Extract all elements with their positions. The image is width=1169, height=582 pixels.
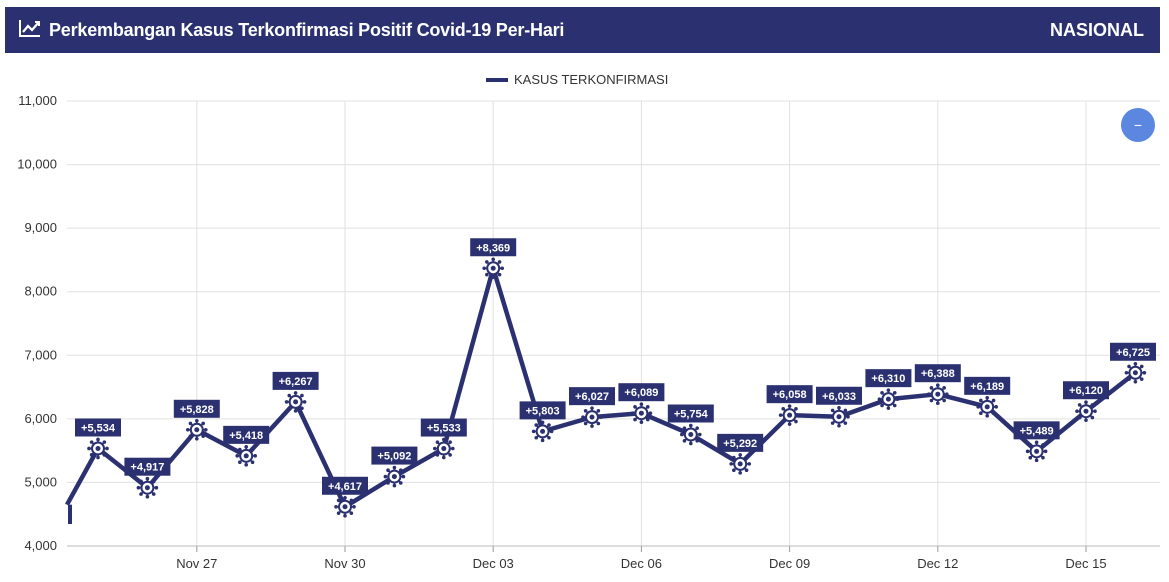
data-label-box — [667, 404, 714, 423]
data-label-box — [1063, 381, 1109, 400]
x-tick-label: Dec 12 — [917, 556, 958, 571]
line-chart: 4,000 5,000 6,000 7,000 8,000 9,000 10,000 11,0… — [17, 93, 1160, 571]
data-label: +4,917 — [130, 462, 164, 474]
virus-icon[interactable] — [87, 437, 109, 460]
data-label: +6,725 — [1116, 347, 1150, 359]
data-label: +6,267 — [279, 376, 313, 388]
x-tick-label: Dec 09 — [769, 556, 810, 571]
data-label-box — [914, 364, 961, 383]
data-label-box — [470, 238, 517, 257]
virus-icon[interactable] — [778, 404, 801, 426]
data-label: +5,533 — [427, 423, 461, 435]
virus-icon[interactable] — [1025, 440, 1048, 463]
data-label-box — [75, 418, 121, 437]
legend-swatch — [486, 77, 508, 82]
y-tick-label: 9,000 — [24, 220, 57, 235]
x-tick-label: Nov 27 — [176, 556, 217, 571]
virus-icon[interactable] — [186, 418, 208, 441]
region-label: NASIONAL — [1050, 19, 1144, 40]
data-label: +5,418 — [229, 430, 263, 442]
data-label: +5,534 — [81, 422, 116, 434]
data-label-box — [766, 385, 813, 404]
x-tick-label: Dec 06 — [621, 556, 662, 571]
data-label: +8,369 — [476, 242, 510, 254]
virus-icon[interactable] — [383, 465, 406, 488]
virus-icon[interactable] — [482, 257, 505, 280]
line-chart-icon — [19, 19, 41, 42]
data-label-box — [1110, 342, 1156, 361]
virus-icon[interactable] — [531, 420, 554, 443]
legend-label: KASUS TERKONFIRMASI — [514, 72, 669, 87]
chart-title: Perkembangan Kasus Terkonfirmasi Positif… — [49, 19, 565, 40]
virus-icon[interactable] — [433, 437, 455, 460]
data-label-box — [519, 401, 566, 420]
virus-icon[interactable] — [630, 402, 653, 424]
chart-legend[interactable]: KASUS TERKONFIRMASI — [486, 72, 668, 87]
data-label: +6,388 — [921, 368, 955, 380]
data-label: +6,089 — [624, 387, 658, 399]
virus-icon[interactable] — [136, 476, 159, 499]
data-label: +5,828 — [180, 404, 214, 416]
data-label-box — [173, 399, 220, 418]
virus-icon[interactable] — [976, 396, 998, 418]
data-label: +6,310 — [871, 373, 905, 385]
y-tick-label: 5,000 — [24, 474, 57, 489]
y-tick-label: 7,000 — [24, 347, 57, 362]
virus-icon[interactable] — [680, 423, 702, 446]
virus-icon[interactable] — [828, 405, 850, 428]
data-label-box — [1013, 421, 1060, 440]
virus-icon[interactable] — [581, 406, 603, 428]
data-label-box — [717, 433, 764, 452]
data-label-box — [223, 425, 270, 444]
virus-icon[interactable] — [1124, 361, 1147, 384]
zoom-out-button[interactable]: − — [1121, 108, 1155, 142]
x-tick-label: Nov 30 — [324, 556, 365, 571]
chart-area: 4,000 5,000 6,000 7,000 8,000 9,000 10,000 11,0… — [0, 60, 1169, 582]
y-tick-label: 4,000 — [24, 538, 57, 553]
data-label-box — [865, 369, 912, 388]
x-tick-label: Dec 15 — [1065, 556, 1106, 571]
y-tick-label: 6,000 — [24, 411, 57, 426]
data-label-box — [420, 418, 467, 437]
data-label: +6,033 — [822, 391, 856, 403]
data-label-box — [322, 476, 368, 495]
virus-icon[interactable] — [235, 445, 257, 467]
data-label-box — [618, 383, 665, 402]
data-label: +5,803 — [526, 405, 560, 417]
data-label: +5,292 — [723, 438, 757, 450]
data-label: +6,027 — [575, 391, 609, 403]
y-tick-label: 10,000 — [17, 157, 57, 172]
data-label-box — [964, 376, 1011, 395]
data-label-box — [371, 446, 418, 465]
data-label: +6,189 — [970, 381, 1004, 393]
y-tick-label: 11,000 — [18, 93, 57, 108]
data-label-box — [569, 387, 615, 406]
data-label: +6,058 — [773, 389, 807, 401]
virus-icon[interactable] — [1075, 400, 1097, 423]
data-label: +4,617 — [328, 481, 362, 493]
data-label: +5,754 — [674, 408, 709, 420]
data-label: +5,489 — [1020, 425, 1054, 437]
virus-icon[interactable] — [284, 391, 307, 413]
data-label: +6,120 — [1069, 385, 1103, 397]
header-left: Perkembangan Kasus Terkonfirmasi Positif… — [19, 19, 564, 42]
zoom-out-icon: − — [1133, 117, 1143, 133]
data-label-box — [272, 371, 319, 390]
virus-icon[interactable] — [729, 453, 751, 475]
data-label: +5,092 — [377, 451, 411, 463]
virus-icon[interactable] — [877, 388, 900, 410]
virus-icon[interactable] — [927, 383, 949, 405]
x-tick-label: Dec 03 — [473, 556, 514, 571]
data-label-box — [124, 457, 171, 476]
data-label-box — [816, 386, 862, 405]
virus-icon[interactable] — [334, 495, 356, 518]
chart-header: Perkembangan Kasus Terkonfirmasi Positif… — [5, 7, 1160, 53]
y-tick-label: 8,000 — [24, 284, 57, 299]
